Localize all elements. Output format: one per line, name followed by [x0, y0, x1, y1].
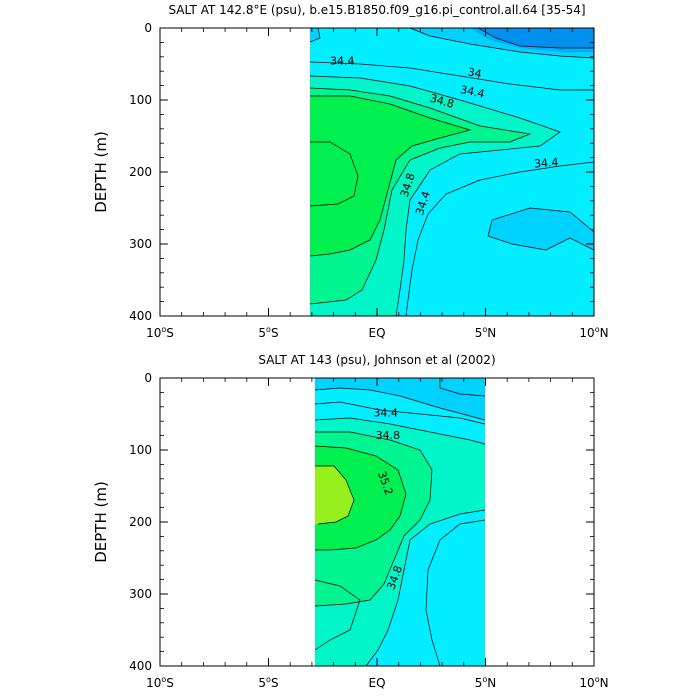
p2-contour-lines — [315, 378, 485, 666]
panel2-title: SALT AT 143 (psu), Johnson et al (2002) — [258, 353, 495, 367]
y-tick-label: 300 — [129, 587, 152, 601]
y-tick-label: 200 — [129, 165, 152, 179]
y-tick-label: 400 — [129, 659, 152, 673]
y-tick-label: 400 — [129, 309, 152, 323]
panel2-fill — [315, 378, 485, 666]
contour-label-text: 34.4 — [373, 407, 398, 420]
x-tick-label: 10oS — [146, 675, 174, 690]
x-tick-label: 5oN — [475, 325, 497, 340]
contour-label-text: 34.4 — [534, 156, 559, 171]
p1-band-35.2 — [310, 96, 470, 256]
x-tick-label: 10oN — [579, 675, 608, 690]
x-tick-label: 5oS — [258, 675, 278, 690]
x-tick-label: 5oS — [258, 325, 278, 340]
contour-label-text: 34 — [466, 65, 482, 81]
x-tick-label: 10oS — [146, 325, 174, 340]
y-tick-label: 300 — [129, 237, 152, 251]
contour-label: 34.4 — [459, 83, 486, 101]
contour-label-text: 34.8 — [428, 92, 455, 111]
contour-label-text: 34.8 — [376, 429, 401, 442]
panel2-ylabel: DEPTH (m) — [92, 481, 110, 563]
panel1-fill — [310, 28, 594, 316]
panel2-ticks: 0 100 200 300 400 10oS 5oS EQ 5oN 10oN — [129, 371, 608, 690]
y-tick-label: 0 — [144, 371, 152, 385]
contour-label-text: 34.4 — [459, 83, 486, 101]
x-tick-label: EQ — [368, 676, 385, 690]
panel-observed: SALT AT 143 (psu), Johnson et al (2002) — [92, 353, 609, 690]
x-tick-label: EQ — [368, 326, 385, 340]
contour-label: 34.4 — [373, 407, 398, 420]
contour-label: 34.8 — [376, 429, 401, 442]
panel1-ticks: 0 100 200 300 400 10oS 5oS EQ 5oN 10oN — [129, 21, 608, 340]
contour-label: 34.8 — [428, 92, 455, 111]
x-tick-label: 10oN — [579, 325, 608, 340]
p2-band-34.2 — [420, 378, 485, 396]
panel1-title: SALT AT 142.8°E (psu), b.e15.B1850.f09_g… — [168, 3, 585, 17]
y-tick-label: 0 — [144, 21, 152, 35]
p1-band-35.4 — [310, 142, 358, 206]
y-tick-label: 100 — [129, 443, 152, 457]
panel-model: SALT AT 142.8°E (psu), b.e15.B1850.f09_g… — [92, 3, 609, 340]
y-tick-label: 200 — [129, 515, 152, 529]
p1-contour-lines — [310, 28, 594, 316]
p1-band-34.0 — [478, 28, 594, 48]
p1-band-34.4-deep — [488, 208, 594, 250]
x-tick-label: 5oN — [475, 675, 497, 690]
panel1-ylabel: DEPTH (m) — [92, 131, 110, 213]
y-tick-label: 100 — [129, 93, 152, 107]
contour-label: 34 — [466, 65, 482, 81]
contour-label: 34.4 — [534, 156, 559, 171]
contour-label-text: 34.4 — [330, 54, 355, 67]
p2-band-35.4 — [315, 466, 354, 524]
contour-label: 34.4 — [330, 54, 355, 67]
